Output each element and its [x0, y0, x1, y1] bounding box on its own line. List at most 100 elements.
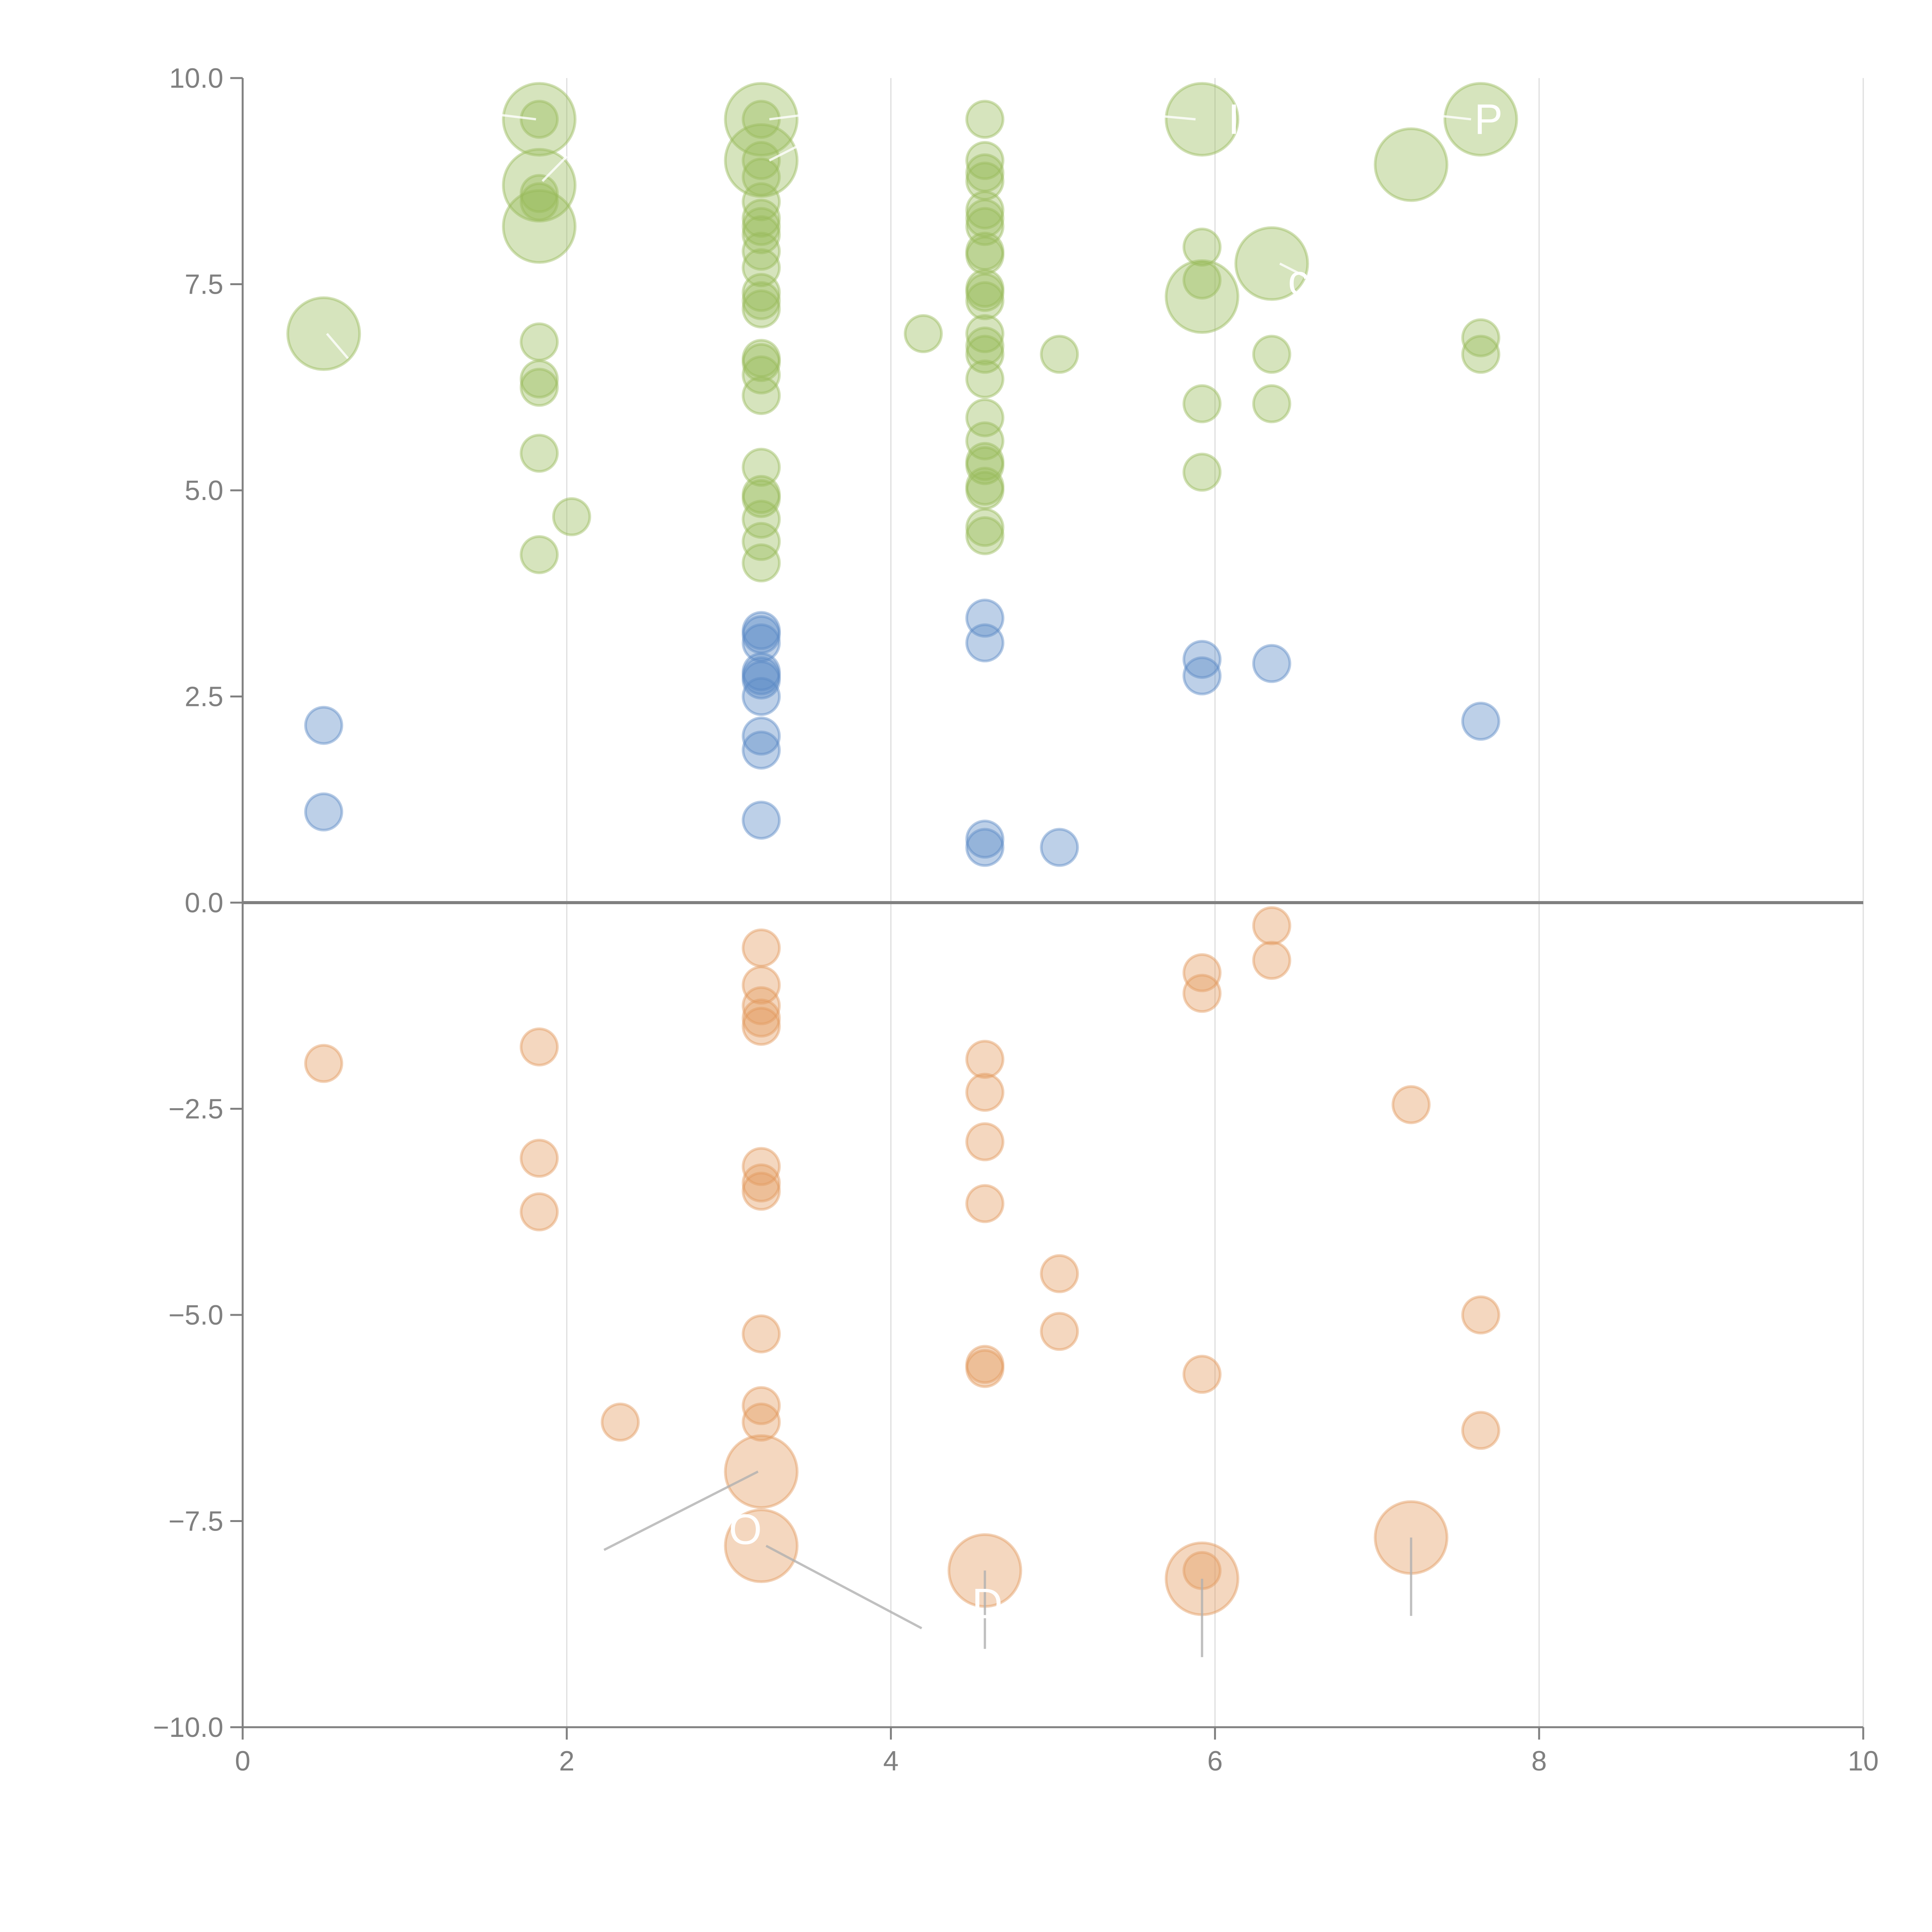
data-points	[286, 82, 1518, 1616]
point-orange-29	[1182, 1355, 1222, 1394]
point-blue-19	[1252, 644, 1291, 683]
point-orange-3	[520, 1192, 559, 1231]
point-green-52	[965, 335, 1005, 374]
x-tick-label: 2	[559, 1746, 575, 1777]
series-green	[286, 82, 1518, 583]
point-green-54	[965, 398, 1005, 437]
annotation-label-2: c	[1288, 257, 1309, 304]
point-green-12	[552, 497, 591, 536]
point-orange-13	[742, 1314, 781, 1354]
leader-line-5	[1150, 114, 1196, 121]
point-orange-0	[304, 1044, 344, 1083]
point-blue-20	[1461, 702, 1500, 741]
point-blue-18	[1182, 656, 1222, 696]
point-green-32	[742, 475, 781, 514]
leader-line-1	[502, 114, 536, 121]
series-blue	[304, 599, 1500, 867]
point-green-36	[742, 543, 781, 583]
point-green-27	[742, 339, 781, 378]
point-green-19	[742, 199, 781, 238]
point-green-49	[965, 281, 1005, 320]
point-green-68	[1182, 452, 1222, 492]
point-green-46	[965, 236, 1005, 275]
point-green-67	[1182, 384, 1222, 423]
point-green-29	[742, 355, 781, 395]
point-green-47	[965, 269, 1005, 308]
leader-lines	[326, 114, 1471, 1657]
axes: 10.0 7.5 5.0 2.5 0.0 −2.5 −5.0 −7.5 −10.0 0 2 4 6 8 10	[153, 63, 1879, 1777]
leader-line-2	[541, 155, 568, 182]
point-orange-27	[1182, 953, 1222, 992]
point-orange-15	[742, 1402, 781, 1442]
point-green-51	[965, 327, 1005, 366]
point-orange-21	[965, 1184, 1005, 1223]
y-tick-label: 10.0	[169, 63, 223, 94]
point-orange-8	[742, 998, 781, 1038]
x-tick-label: 4	[883, 1746, 899, 1777]
x-tick-label: 6	[1207, 1746, 1223, 1777]
point-blue-16	[1040, 828, 1079, 867]
point-orange-14	[742, 1386, 781, 1425]
point-green-1	[502, 82, 577, 157]
point-green-10	[520, 434, 559, 473]
point-green-9	[520, 367, 559, 407]
point-orange-9	[742, 1007, 781, 1046]
point-green-20	[742, 207, 781, 246]
point-green-18	[742, 182, 781, 221]
point-green-43	[965, 199, 1005, 238]
point-green-72	[1374, 127, 1449, 202]
point-green-59	[965, 471, 1005, 510]
point-green-74	[1461, 318, 1500, 357]
point-green-26	[742, 289, 781, 329]
point-green-21	[742, 215, 781, 254]
y-tick-label: −7.5	[168, 1506, 223, 1537]
point-orange-25	[1040, 1254, 1079, 1293]
point-green-66	[1165, 259, 1240, 334]
point-orange-16	[724, 1434, 799, 1509]
y-tick-label: 0.0	[185, 888, 223, 918]
leader-line-9	[765, 1544, 922, 1629]
point-green-45	[965, 231, 1005, 271]
point-orange-23	[965, 1349, 1005, 1388]
annotation-label-1: P	[1474, 96, 1502, 143]
point-green-2	[520, 100, 559, 139]
leader-line-4	[769, 143, 803, 162]
point-orange-10	[742, 1147, 781, 1186]
annotation-labels: I Pc O D	[729, 96, 1503, 1628]
point-orange-6	[742, 965, 781, 1005]
point-orange-33	[1252, 940, 1291, 980]
point-green-60	[965, 508, 1005, 547]
point-green-70	[1252, 335, 1291, 374]
point-blue-15	[965, 828, 1005, 867]
point-orange-1	[520, 1027, 559, 1066]
point-green-4	[520, 174, 559, 213]
point-blue-17	[1182, 639, 1222, 679]
point-green-25	[742, 281, 781, 320]
point-green-14	[742, 100, 781, 139]
point-orange-32	[1252, 906, 1291, 946]
y-tick-label: 5.0	[185, 475, 223, 506]
point-blue-8	[742, 677, 781, 716]
point-orange-37	[1461, 1411, 1500, 1450]
point-green-7	[520, 322, 559, 362]
point-green-5	[520, 182, 559, 221]
y-tick-label: 7.5	[185, 269, 223, 300]
point-green-61	[965, 516, 1005, 555]
point-blue-3	[742, 615, 781, 654]
point-green-55	[965, 421, 1005, 461]
point-green-24	[742, 273, 781, 312]
point-blue-7	[742, 660, 781, 700]
point-green-31	[742, 447, 781, 487]
point-green-28	[742, 343, 781, 382]
point-green-33	[742, 479, 781, 518]
point-orange-18	[965, 1039, 1005, 1079]
point-green-75	[1461, 335, 1500, 374]
point-green-16	[742, 141, 781, 180]
y-tick-label: −2.5	[168, 1094, 223, 1125]
point-green-48	[965, 273, 1005, 312]
point-green-0	[286, 296, 361, 371]
annotation-label-0: I	[1228, 96, 1240, 143]
point-blue-9	[742, 716, 781, 756]
point-green-64	[1182, 227, 1222, 267]
x-tick-label: 8	[1531, 1746, 1547, 1777]
